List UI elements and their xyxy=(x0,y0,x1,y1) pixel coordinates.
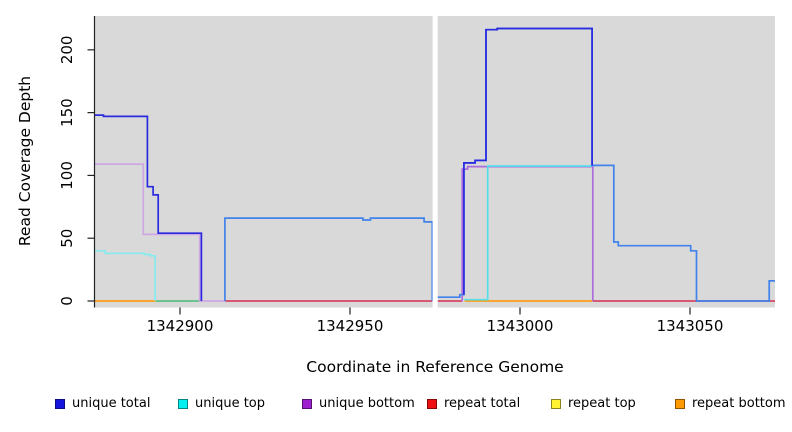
legend-swatch-icon xyxy=(302,399,312,409)
series-line-unique-bottom xyxy=(461,165,594,301)
legend-swatch-icon xyxy=(55,399,65,409)
series-line-total-coverage-light-blue- xyxy=(224,217,434,301)
legend-label: repeat bottom xyxy=(692,396,786,411)
legend-label: repeat top xyxy=(568,396,636,411)
missing-data-band xyxy=(432,14,438,309)
axes xyxy=(87,16,691,315)
legend-label: unique top xyxy=(195,396,266,411)
legend-swatch-icon xyxy=(427,399,437,409)
x-tick-label: 1342950 xyxy=(317,317,384,335)
legend-label: unique bottom xyxy=(319,396,415,411)
legend-swatch-icon xyxy=(675,399,685,409)
legend: unique total unique top unique bottom repea… xyxy=(0,394,792,420)
coverage-lines xyxy=(95,27,775,302)
x-tick-label: 1343000 xyxy=(487,317,554,335)
series-line-unique-top xyxy=(464,165,593,301)
x-tick-label: 1342900 xyxy=(147,317,214,335)
y-tick-label: 0 xyxy=(58,296,76,306)
x-tick-label: 1343050 xyxy=(657,317,724,335)
series-line-unique-top xyxy=(95,249,157,301)
y-tick-label: 200 xyxy=(58,36,76,65)
missing-data-gap xyxy=(432,14,438,309)
legend-swatch-icon xyxy=(551,399,561,409)
y-tick-label: 100 xyxy=(58,161,76,190)
x-axis-title: Coordinate in Reference Genome xyxy=(306,358,563,376)
tick-labels: 0 50 100 150 200 1342900 1342950 1343000 1343050 xyxy=(58,36,723,335)
y-tick-label: 50 xyxy=(58,229,76,248)
legend-label: repeat total xyxy=(444,396,521,411)
series-line-unique-total xyxy=(463,27,593,295)
series-line-unique-bottom xyxy=(95,163,226,302)
legend-swatch-icon xyxy=(178,399,188,409)
legend-label: unique total xyxy=(72,396,151,411)
y-axis-title: Read Coverage Depth xyxy=(16,76,34,246)
y-tick-label: 150 xyxy=(58,98,76,127)
series-line-unique-total xyxy=(95,114,203,301)
